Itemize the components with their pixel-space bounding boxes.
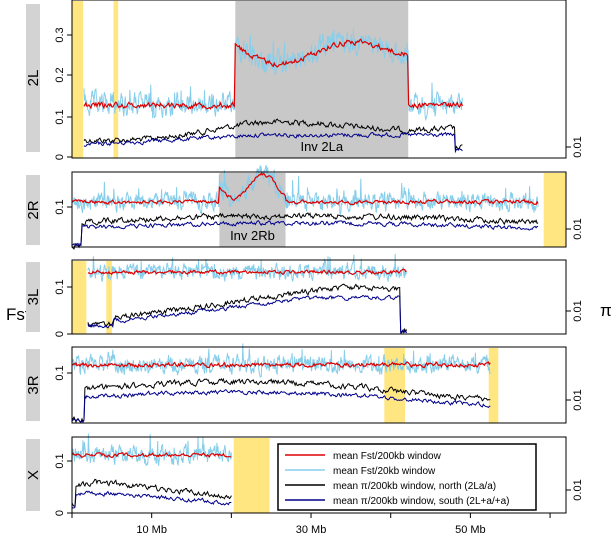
left-tick-label: 0	[54, 331, 66, 337]
panel-label: X	[25, 470, 42, 480]
left-tick-label: 0.1	[54, 109, 66, 124]
series-pi-north	[83, 118, 463, 150]
panel-strip	[26, 175, 40, 245]
series-pi-north	[71, 212, 539, 250]
x-tick-label: 10 Mb	[136, 524, 167, 536]
highlight-band	[384, 348, 406, 423]
left-tick-label: 0.3	[54, 27, 66, 42]
series-fst20	[71, 164, 539, 216]
series-fst200	[71, 452, 232, 459]
series-pi-north	[71, 377, 491, 424]
inversion-region	[235, 1, 409, 158]
highlight-band	[72, 261, 87, 334]
highlight-band	[113, 1, 119, 158]
series-fst200	[71, 361, 491, 369]
series-pi-south	[87, 294, 408, 334]
highlight-band	[106, 261, 112, 334]
inversion-label: Inv 2Rb	[230, 228, 275, 243]
left-tick-label: 0.1	[54, 365, 66, 380]
panel-2l: 2L Inv 2La 0 0.1 0.2 0.3 0.01	[25, 0, 584, 160]
panel-label: 2R	[25, 200, 42, 219]
legend: mean Fst/200kb window mean Fst/20kb windo…	[277, 443, 537, 511]
legend-label-fst20: mean Fst/20kb window	[333, 466, 436, 477]
panel-label: 2L	[25, 70, 42, 87]
highlight-band	[543, 173, 566, 247]
series-fst20	[87, 253, 408, 283]
left-tick-label: 0	[54, 510, 66, 516]
x-axis: 10 Mb 30 Mb 50 Mb	[71, 513, 551, 536]
left-tick-label: 0.1	[54, 199, 66, 214]
panel-label: 3R	[25, 375, 42, 394]
panel-frame	[71, 0, 567, 159]
panel-frame	[71, 171, 567, 248]
panel-3r: 3R 0.1 0.01	[25, 343, 584, 424]
y-right-axis-label: π	[600, 301, 612, 320]
right-tick-label: 0.01	[572, 389, 584, 410]
highlight-band	[488, 348, 499, 423]
panel-strip	[26, 262, 40, 332]
panel-2r: 2R Inv 2Rb 0.1 0.01	[25, 164, 584, 250]
series-pi-north	[87, 283, 408, 334]
panel-frame	[71, 436, 567, 514]
panel-x: X 0 0.1 0.01	[25, 433, 584, 516]
highlight-band	[72, 1, 84, 158]
x-tick-label: 30 Mb	[296, 524, 327, 536]
inversion-label: Inv 2La	[300, 139, 343, 154]
series-pi-south	[71, 220, 539, 247]
panel-label: 3L	[25, 289, 42, 306]
left-tick-label: 0.1	[54, 453, 66, 468]
panel-strip	[26, 4, 40, 152]
series-fst20	[71, 343, 491, 379]
panel-3l: 3L 0 0.1 0.01	[25, 253, 584, 337]
series-pi-south	[71, 389, 491, 423]
legend-label-pi_south: mean π/200kb window, south (2L+a/+a)	[333, 496, 509, 507]
series-fst20	[71, 433, 232, 467]
left-tick-label: 0.1	[54, 279, 66, 294]
panel-strip	[26, 349, 40, 421]
panel-strip	[26, 439, 40, 511]
series-fst200	[87, 268, 407, 276]
panel-frame	[71, 346, 567, 424]
legend-label-fst200: mean Fst/200kb window	[333, 451, 442, 462]
x-tick-label: 50 Mb	[455, 524, 486, 536]
series-fst200	[71, 172, 539, 206]
right-tick-label: 0.01	[572, 218, 584, 239]
y-left-axis-label: Fst	[6, 305, 30, 324]
series-fst20	[83, 28, 463, 122]
series-fst200	[83, 38, 463, 110]
right-tick-label: 0.01	[572, 300, 584, 321]
right-tick-label: 0.01	[572, 479, 584, 500]
panel-frame	[71, 259, 567, 335]
left-tick-label: 0	[54, 154, 66, 160]
series-pi-south	[83, 131, 463, 154]
series-pi-north	[71, 478, 232, 507]
legend-label-pi_north: mean π/200kb window, north (2La/a)	[333, 481, 496, 492]
series-pi-south	[71, 490, 232, 509]
highlight-band	[233, 438, 270, 513]
right-tick-label: 0.01	[572, 136, 584, 157]
left-tick-label: 0.2	[54, 67, 66, 82]
